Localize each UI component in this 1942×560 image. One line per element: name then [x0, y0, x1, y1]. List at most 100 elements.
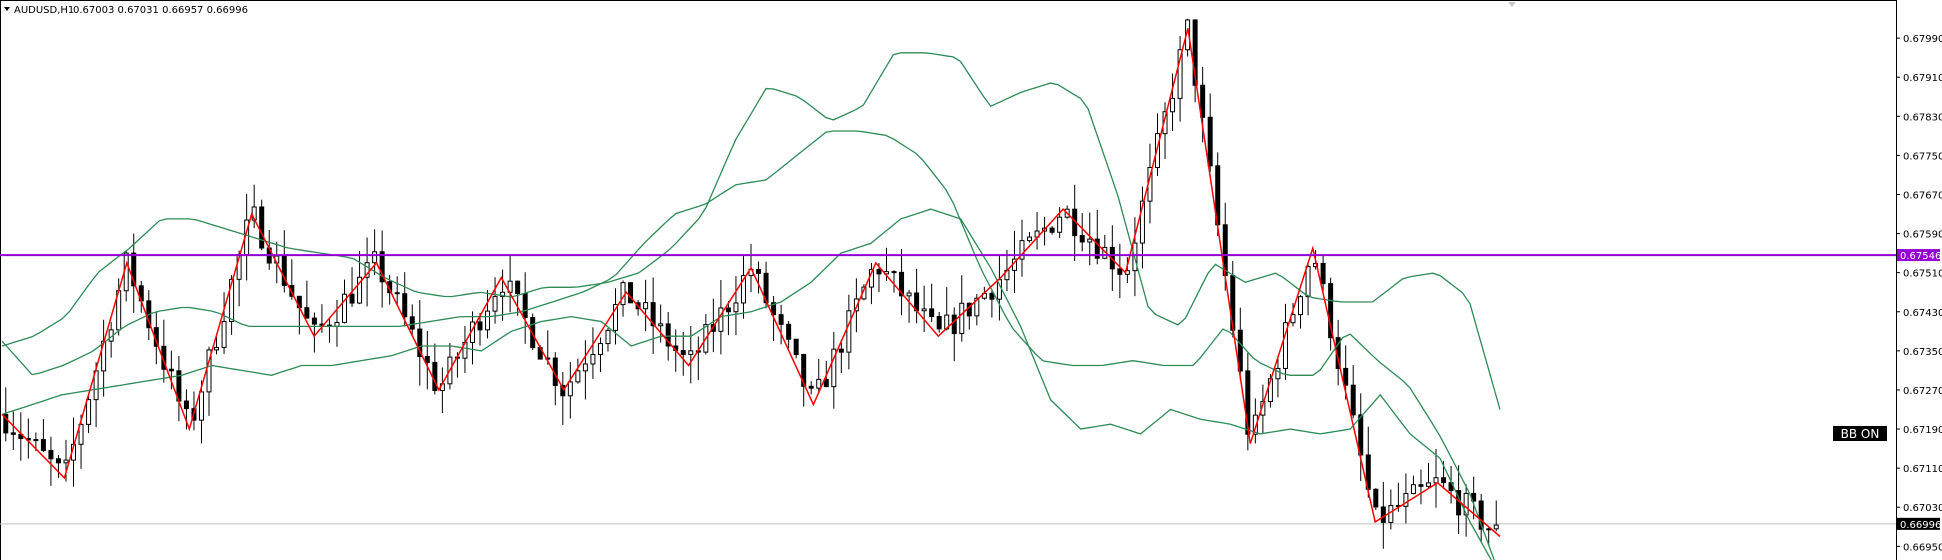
candle-bear: [801, 353, 807, 387]
candle-bull: [1252, 414, 1258, 435]
candle-bull: [1027, 236, 1033, 242]
candle-bear: [55, 458, 61, 464]
y-tick-label: 0.67270: [1903, 386, 1942, 397]
candle-bull: [974, 297, 980, 317]
candle-bear: [1049, 227, 1055, 233]
candle-bull: [1493, 524, 1499, 530]
candle-bull: [733, 302, 739, 313]
candle-bear: [3, 413, 9, 434]
candle-bull: [846, 310, 852, 353]
candle-bull: [1403, 492, 1409, 507]
candle-bull: [492, 296, 498, 312]
candle-bear: [379, 251, 385, 283]
candle-bull: [1057, 216, 1063, 233]
candle-bull: [1275, 367, 1281, 380]
candle-bull: [1177, 49, 1183, 99]
y-tick-label: 0.67190: [1903, 425, 1942, 436]
y-tick-label: 0.66950: [1903, 542, 1942, 553]
candle-bull: [1410, 484, 1416, 494]
candle-bear: [515, 280, 521, 294]
candle-bear: [48, 449, 54, 460]
candle-bull: [1298, 296, 1304, 316]
candle-bull: [605, 329, 611, 345]
candle-bull: [567, 381, 573, 397]
candle-bear: [951, 314, 957, 335]
y-tick-label: 0.67030: [1903, 503, 1942, 514]
candle-bear: [259, 206, 265, 249]
candle-bull: [575, 370, 581, 383]
candle-bear: [899, 271, 905, 297]
candle-bull: [221, 320, 227, 348]
candle-bear: [1328, 283, 1334, 339]
candle-bull: [921, 308, 927, 312]
candle-bull: [372, 251, 378, 264]
candle-bear: [1478, 500, 1484, 530]
candle-bull: [1170, 97, 1176, 113]
candle-bull: [1087, 238, 1093, 243]
y-tick-label: 0.67750: [1903, 151, 1942, 162]
candle-bear: [1350, 384, 1356, 416]
candle-bear: [394, 292, 400, 295]
candle-bull: [658, 323, 664, 327]
candle-bull: [357, 276, 363, 304]
ohlc-values: 0.67003 0.67031 0.66957 0.66996: [73, 5, 248, 16]
candle-bear: [793, 338, 799, 355]
candle-bull: [1019, 240, 1025, 260]
price-axis: 0.67990 0.67910 0.67830 0.67750 0.67670 0.675…: [1896, 34, 1942, 553]
candle-bull: [590, 353, 596, 365]
candle-bear: [1358, 414, 1364, 456]
candle-bull: [334, 321, 340, 327]
bb-on-label: BB ON: [1841, 427, 1880, 441]
candle-bull: [364, 262, 370, 278]
candle-bear: [560, 384, 566, 397]
candle-bear: [823, 378, 829, 388]
price-axis-tags: 0.67546 0.66996: [1897, 249, 1941, 531]
candle-bull: [853, 298, 859, 312]
candle-bull: [959, 302, 965, 335]
candle-bear: [1245, 370, 1251, 435]
candle-bull: [63, 459, 69, 464]
candle-bear: [1373, 488, 1379, 508]
level-price-tag-bg: [1897, 249, 1940, 262]
candle-bear: [876, 269, 882, 275]
candle-bull: [1425, 482, 1431, 487]
level-price-tag: 0.67546: [1900, 251, 1941, 262]
candle-bear: [771, 302, 777, 316]
chart-shift-marker-icon[interactable]: [1508, 2, 1516, 7]
candle-bear: [1418, 484, 1424, 487]
candle-bear: [778, 314, 784, 325]
candle-bear: [891, 271, 897, 274]
candle-bear: [1343, 367, 1349, 386]
candle-bull: [688, 350, 694, 355]
y-tick-label: 0.67830: [1903, 112, 1942, 123]
candle-bull: [78, 423, 84, 445]
candle-bear: [756, 268, 762, 274]
bb-on-badge[interactable]: BB ON: [1833, 426, 1887, 441]
candle-bull: [33, 439, 39, 442]
y-tick-label: 0.67510: [1903, 269, 1942, 280]
last-price-tag: 0.66996: [1900, 520, 1941, 531]
candle-bear: [929, 308, 935, 318]
candle-bull: [229, 278, 235, 322]
candle-bull: [613, 304, 619, 331]
candle-bear: [680, 350, 686, 355]
candle-bull: [1388, 505, 1394, 523]
candle-bear: [40, 439, 46, 451]
candle-bear: [522, 292, 528, 319]
candle-bull: [342, 293, 348, 323]
candle-bear: [1380, 506, 1386, 523]
candle-bear: [786, 323, 792, 340]
candle-bear: [417, 328, 423, 358]
candle-bull: [816, 378, 822, 389]
candle-bear: [1079, 235, 1085, 243]
candle-bear: [304, 307, 310, 319]
y-tick-label: 0.67350: [1903, 347, 1942, 358]
symbol-menu-triangle-icon[interactable]: [4, 7, 10, 11]
candle-bull: [1305, 266, 1311, 298]
last-price-tag-bg: [1897, 517, 1940, 530]
candle-bull: [1433, 477, 1439, 484]
y-tick-label: 0.67110: [1903, 464, 1942, 475]
candle-bull: [582, 363, 588, 372]
